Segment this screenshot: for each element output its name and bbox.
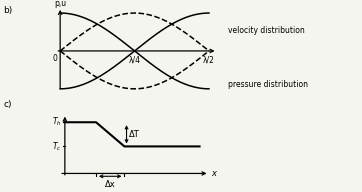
Text: λ/4: λ/4 xyxy=(129,56,140,65)
Text: 0: 0 xyxy=(53,55,58,64)
Text: pressure distribution: pressure distribution xyxy=(228,80,308,89)
Text: x: x xyxy=(211,169,216,178)
Text: velocity distribution: velocity distribution xyxy=(228,26,305,35)
Text: c): c) xyxy=(4,100,12,109)
Text: p,u: p,u xyxy=(54,0,66,8)
Text: $T_c$: $T_c$ xyxy=(52,140,61,153)
Text: $T_h$: $T_h$ xyxy=(52,116,61,128)
Text: ΔT: ΔT xyxy=(129,130,139,139)
Text: Δx: Δx xyxy=(105,180,115,189)
Text: λ/2: λ/2 xyxy=(203,56,215,65)
Text: b): b) xyxy=(4,6,13,15)
